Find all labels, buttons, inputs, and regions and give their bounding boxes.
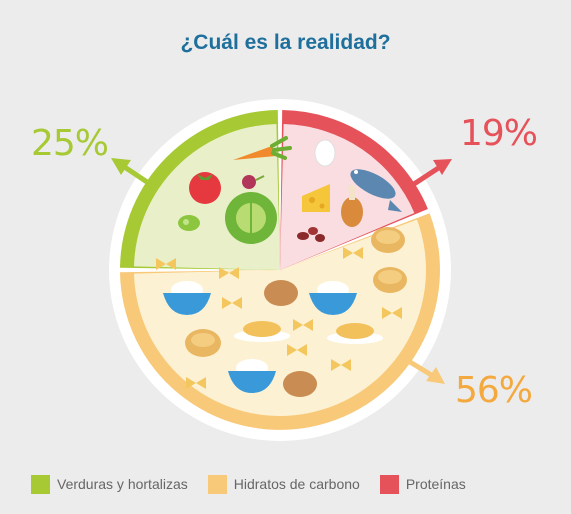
- arrow-proteins: [412, 159, 452, 187]
- farfalle-icon: [382, 307, 402, 319]
- legend-item-carbs: Hidratos de carbono: [207, 474, 360, 494]
- legend-label: Verduras y hortalizas: [57, 476, 188, 492]
- percent-label-carbs: 56%: [455, 370, 533, 411]
- potato-icon: [264, 280, 298, 306]
- rice-bowl-icon: [163, 281, 211, 315]
- pea-icon: [178, 215, 200, 231]
- farfalle-icon: [343, 247, 363, 259]
- potato-icon: [283, 371, 317, 397]
- bread-roll-icon: [373, 267, 407, 293]
- rice-bowl-icon: [228, 359, 276, 393]
- percent-label-proteins: 19%: [460, 113, 538, 154]
- beet-icon: [242, 175, 265, 189]
- legend: Verduras y hortalizas Hidratos de carbon…: [31, 472, 486, 496]
- farfalle-icon: [331, 359, 351, 371]
- legend-swatch: [207, 474, 227, 494]
- farfalle-icon: [219, 267, 239, 279]
- farfalle-icon: [186, 377, 206, 389]
- arrow-vegetables: [111, 158, 152, 187]
- farfalle-icon: [156, 258, 176, 270]
- legend-swatch: [31, 474, 50, 494]
- legend-item-proteins: Proteínas: [379, 474, 466, 494]
- legend-label: Hidratos de carbono: [233, 476, 360, 492]
- bread-roll-icon: [185, 329, 221, 357]
- chicken-leg-icon: [341, 185, 363, 227]
- fish-icon: [350, 169, 402, 212]
- pasta-plate-icon: [327, 323, 383, 344]
- egg-icon: [314, 139, 336, 167]
- tomato-icon: [189, 172, 221, 204]
- chart-title: ¿Cuál es la realidad?: [180, 31, 391, 54]
- lettuce-icon: [225, 192, 277, 244]
- farfalle-icon: [293, 319, 313, 331]
- bread-roll-icon: [371, 227, 405, 253]
- farfalle-icon: [222, 297, 242, 309]
- legend-swatch: [379, 474, 399, 494]
- rice-bowl-icon: [309, 281, 357, 315]
- arrow-carbs: [408, 359, 445, 384]
- legend-item-vegetables: Verduras y hortalizas: [31, 474, 188, 494]
- carrot-icon: [233, 136, 292, 160]
- cheese-icon: [302, 184, 330, 212]
- beans-icon: [297, 227, 325, 242]
- farfalle-icon: [287, 344, 307, 356]
- pasta-plate-icon: [234, 321, 290, 342]
- percent-label-vegetables: 25%: [31, 123, 109, 164]
- slice-carbs: [134, 219, 426, 416]
- legend-label: Proteínas: [405, 476, 466, 492]
